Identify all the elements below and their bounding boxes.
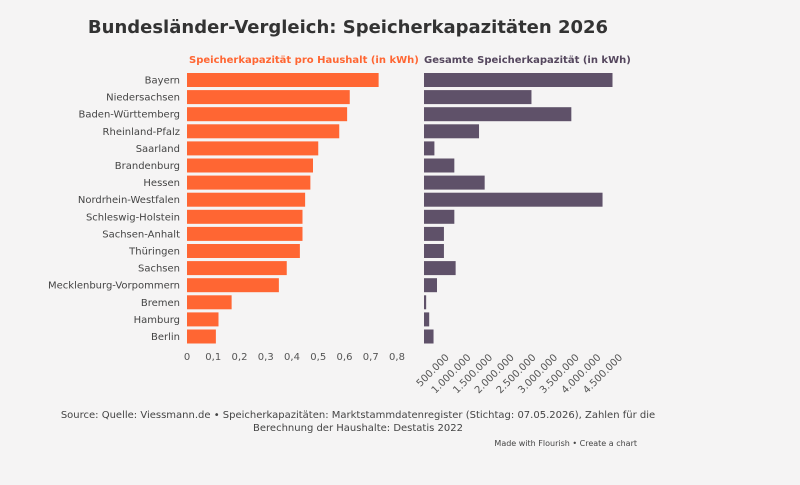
bar-total-capacity[interactable]: [424, 261, 456, 276]
source-line-2: Berechnung der Haushalte: Destatis 2022: [253, 423, 463, 434]
bar-per-household[interactable]: [187, 312, 219, 327]
category-label: Thüringen: [128, 247, 180, 258]
bar-total-capacity[interactable]: [424, 192, 603, 207]
bar-total-capacity[interactable]: [424, 244, 444, 258]
bar-total-capacity[interactable]: [424, 175, 485, 190]
category-label: Rheinland-Pfalz: [103, 127, 180, 138]
left-tick-label: 0,6: [337, 352, 353, 363]
category-label: Saarland: [136, 144, 180, 155]
right-bars: [424, 73, 613, 344]
category-label: Schleswig-Holstein: [86, 212, 180, 223]
bar-per-household[interactable]: [187, 226, 303, 241]
left-bars: [187, 73, 379, 344]
bar-per-household[interactable]: [187, 192, 306, 207]
bar-total-capacity[interactable]: [424, 278, 437, 293]
category-label: Niedersachsen: [106, 93, 180, 104]
bar-total-capacity[interactable]: [424, 107, 572, 122]
bar-per-household[interactable]: [187, 209, 303, 224]
category-label: Hamburg: [134, 315, 180, 326]
category-label: Berlin: [151, 332, 180, 343]
category-labels: Bayern Niedersachsen Baden-Württemberg Rhei…: [48, 76, 180, 344]
bar-per-household[interactable]: [187, 278, 279, 293]
bar-total-capacity[interactable]: [424, 226, 444, 241]
category-label: Sachsen: [138, 264, 180, 275]
bar-per-household[interactable]: [187, 244, 300, 258]
bar-total-capacity[interactable]: [424, 124, 480, 139]
left-tick-label: 0: [184, 352, 190, 363]
left-tick-label: 0,8: [389, 352, 405, 363]
bar-per-household[interactable]: [187, 175, 311, 190]
bar-per-household[interactable]: [187, 90, 350, 105]
bar-total-capacity[interactable]: [424, 312, 430, 327]
bar-total-capacity[interactable]: [424, 295, 427, 310]
bar-total-capacity[interactable]: [424, 73, 613, 87]
left-tick-label: 0,1: [205, 352, 221, 363]
left-tick-label: 0,4: [284, 352, 300, 363]
category-label: Baden-Württemberg: [78, 110, 180, 121]
bar-per-household[interactable]: [187, 295, 232, 310]
bar-per-household[interactable]: [187, 73, 379, 87]
bar-total-capacity[interactable]: [424, 209, 455, 224]
right-panel-title: Gesamte Speicherkapazität (in kWh): [424, 55, 631, 66]
category-label: Bayern: [145, 76, 180, 87]
made-with-flourish[interactable]: Made with Flourish • Create a chart: [494, 439, 637, 448]
category-label: Bremen: [141, 298, 180, 309]
category-label: Sachsen-Anhalt: [102, 229, 180, 240]
bar-per-household[interactable]: [187, 107, 348, 122]
bar-total-capacity[interactable]: [424, 90, 532, 105]
right-axis-ticks: 500.0001.000.0001.500.0002.000.0002.500.…: [415, 352, 625, 396]
left-tick-label: 0,3: [258, 352, 274, 363]
bar-total-capacity[interactable]: [424, 158, 455, 173]
bar-total-capacity[interactable]: [424, 141, 435, 156]
left-axis-ticks: 0 0,1 0,2 0,3 0,4 0,5 0,6 0,7 0,8: [184, 352, 405, 363]
source-line-1: Source: Quelle: Viessmann.de • Speicherk…: [61, 410, 655, 421]
bar-per-household[interactable]: [187, 329, 216, 344]
bar-per-household[interactable]: [187, 141, 319, 156]
chart-title: Bundesländer-Vergleich: Speicherkapazitä…: [88, 17, 608, 38]
left-tick-label: 0,2: [232, 352, 248, 363]
bar-per-household[interactable]: [187, 158, 313, 173]
bar-total-capacity[interactable]: [424, 329, 434, 344]
left-tick-label: 0,7: [363, 352, 379, 363]
category-label: Mecklenburg-Vorpommern: [48, 281, 180, 292]
bar-per-household[interactable]: [187, 261, 287, 276]
category-label: Nordrhein-Westfalen: [78, 195, 180, 206]
left-tick-label: 0,5: [310, 352, 326, 363]
bar-per-household[interactable]: [187, 124, 340, 139]
category-label: Hessen: [143, 178, 180, 189]
category-label: Brandenburg: [115, 161, 180, 172]
left-panel-title: Speicherkapazität pro Haushalt (in kWh): [189, 55, 419, 66]
